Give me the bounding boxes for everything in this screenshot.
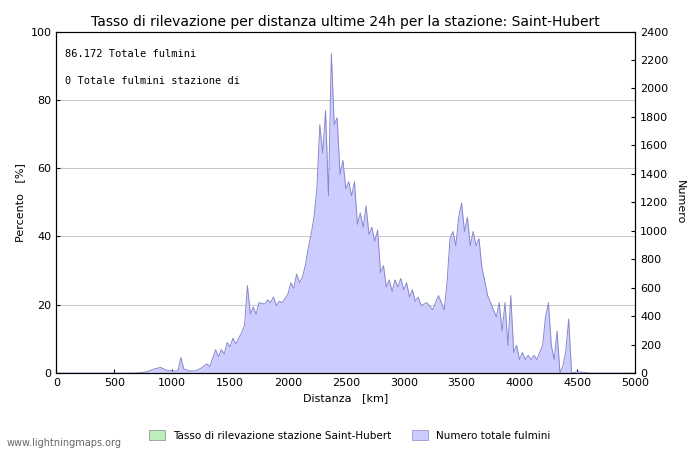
Y-axis label: Numero: Numero <box>675 180 685 225</box>
Legend: Tasso di rilevazione stazione Saint-Hubert, Numero totale fulmini: Tasso di rilevazione stazione Saint-Hube… <box>145 426 555 445</box>
Text: 0 Totale fulmini stazione di: 0 Totale fulmini stazione di <box>65 76 240 86</box>
Y-axis label: Percento   [%]: Percento [%] <box>15 163 25 242</box>
Text: 86.172 Totale fulmini: 86.172 Totale fulmini <box>65 49 196 58</box>
X-axis label: Distanza   [km]: Distanza [km] <box>303 393 389 404</box>
Text: www.lightningmaps.org: www.lightningmaps.org <box>7 438 122 448</box>
Title: Tasso di rilevazione per distanza ultime 24h per la stazione: Saint-Hubert: Tasso di rilevazione per distanza ultime… <box>92 15 600 29</box>
